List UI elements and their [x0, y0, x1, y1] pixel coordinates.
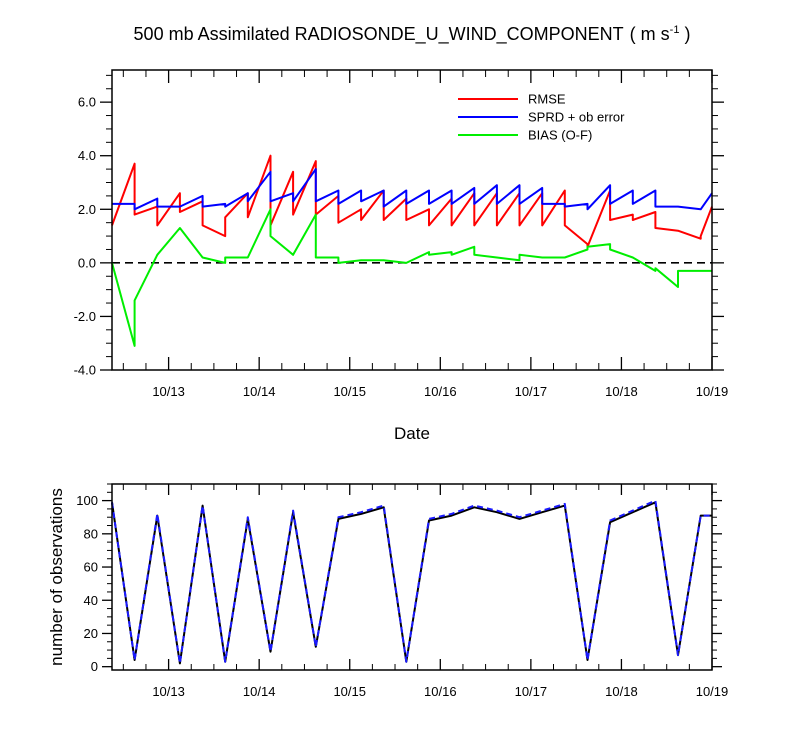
- y-tick-label: 4.0: [78, 148, 96, 163]
- bottom-x-tick-labels: 10/13 10/14 10/15 10/16 10/17 10/18 10/19: [152, 684, 728, 699]
- legend-label: RMSE: [528, 92, 566, 107]
- bottom-y-tick-labels: 0 20 40 60 80 100: [76, 493, 98, 674]
- y-tick-label: 20: [84, 626, 98, 641]
- y-tick-label: 60: [84, 560, 98, 575]
- y-tick-label: 80: [84, 526, 98, 541]
- observation-series-group: [111, 499, 712, 665]
- legend: RMSE SPRD + ob error BIAS (O-F): [458, 92, 625, 143]
- x-tick-label: 10/17: [515, 684, 548, 699]
- y-tick-label: -2.0: [74, 309, 96, 324]
- title-units-open: ( m s: [630, 24, 670, 44]
- top-series-group: [111, 154, 713, 347]
- x-tick-label: 10/18: [605, 384, 638, 399]
- x-tick-label: 10/16: [424, 684, 457, 699]
- top-line-chart: -4.0-2.00.02.04.06.0 10/13 10/14 10/15 10/1…: [74, 69, 728, 399]
- y-axis-title-observations: number of observations: [47, 488, 66, 666]
- legend-label: BIAS (O-F): [528, 128, 592, 143]
- series-line-1: [111, 499, 712, 665]
- x-tick-label: 10/13: [152, 684, 185, 699]
- x-tick-label: 10/18: [605, 684, 638, 699]
- top-x-tick-labels: 10/13 10/14 10/15 10/16 10/17 10/18 10/19: [152, 384, 728, 399]
- title-units-sup: -1: [670, 24, 680, 36]
- x-axis-title: Date: [394, 424, 430, 443]
- y-tick-label: 100: [76, 493, 98, 508]
- y-tick-label: 0.0: [78, 255, 96, 270]
- x-tick-label: 10/15: [333, 684, 366, 699]
- x-tick-label: 10/19: [696, 684, 729, 699]
- title-text: 500 mb Assimilated RADIOSONDE_U_WIND_COM…: [134, 24, 624, 45]
- title-units-close: ): [679, 24, 690, 44]
- plot-border: [111, 69, 713, 371]
- y-tick-label: -4.0: [74, 363, 96, 378]
- y-tick-label: 0: [91, 659, 98, 674]
- x-tick-label: 10/14: [243, 384, 276, 399]
- chart-title: 500 mb Assimilated RADIOSONDE_U_WIND_COM…: [134, 24, 691, 45]
- x-tick-label: 10/19: [696, 384, 729, 399]
- plot-border: [111, 483, 713, 671]
- y-tick-label: 6.0: [78, 95, 96, 110]
- x-tick-label: 10/14: [243, 684, 276, 699]
- x-tick-label: 10/15: [333, 384, 366, 399]
- x-tick-label: 10/16: [424, 384, 457, 399]
- series-line-2: [111, 208, 712, 347]
- series-line-0: [111, 501, 712, 665]
- series-line-1: [112, 168, 713, 211]
- top-plot-frame: [100, 69, 724, 371]
- x-tick-label: 10/13: [152, 384, 185, 399]
- y-tick-label: 40: [84, 593, 98, 608]
- legend-label: SPRD + ob error: [528, 110, 625, 125]
- y-tick-label: 2.0: [78, 202, 96, 217]
- top-y-tick-labels: -4.0 -2.0 0.0 2.0 4.0 6.0: [74, 95, 96, 378]
- x-tick-label: 10/17: [515, 384, 548, 399]
- bottom-plot-frame: [102, 483, 722, 671]
